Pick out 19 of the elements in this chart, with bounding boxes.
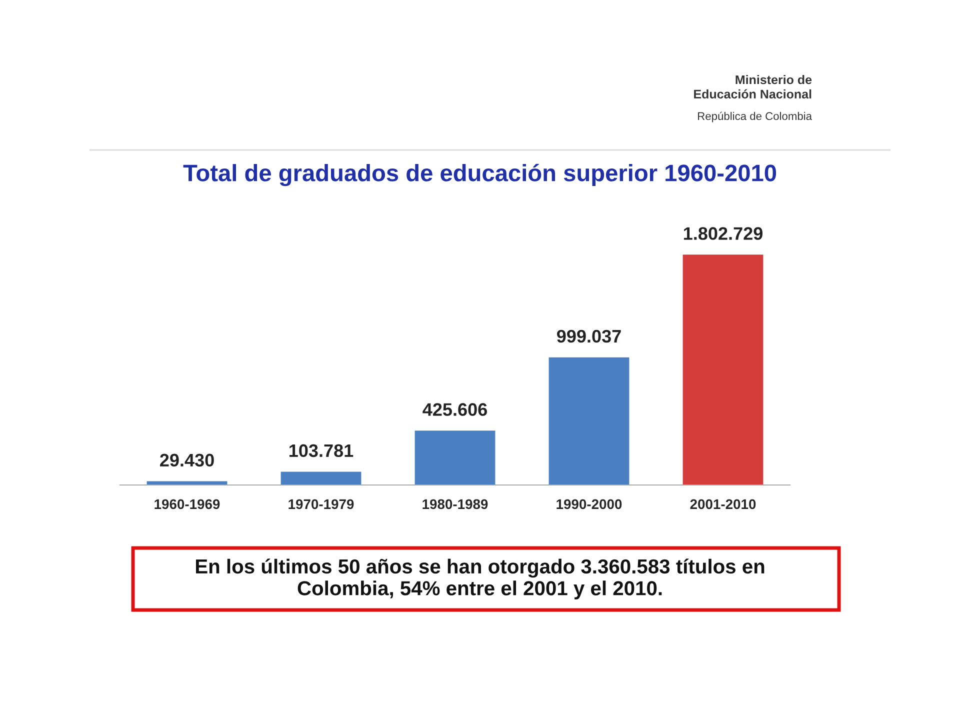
bar — [280, 472, 362, 485]
chart-title: Total de graduados de educación superior 1960-2010 — [183, 164, 776, 186]
data-label: 103.781 — [290, 444, 354, 458]
text: República de Colombia — [698, 112, 812, 122]
data-label: 1.802.729 — [684, 227, 762, 240]
bar — [682, 254, 764, 485]
text: En los últimos 50 años se han otorgado 3.360.583 títulos en Colombia, 54% entre el 2001 y el 2010. — [196, 558, 764, 600]
data-label: 425.606 — [422, 403, 487, 416]
bar — [548, 357, 630, 485]
text: Ministerio de Educación Nacional — [694, 74, 812, 99]
data-label: 29.430 — [160, 454, 214, 467]
x-tick-label: 1980-1989 — [422, 499, 488, 510]
data-label: 999.037 — [556, 330, 621, 343]
x-tick-label: 1990-2000 — [556, 499, 622, 510]
x-tick-label: 1960-1969 — [154, 499, 220, 510]
bar — [414, 430, 496, 485]
x-tick-label: 1970-1979 — [288, 499, 354, 510]
bar — [146, 481, 228, 485]
x-tick-label: 2001-2010 — [690, 499, 756, 510]
